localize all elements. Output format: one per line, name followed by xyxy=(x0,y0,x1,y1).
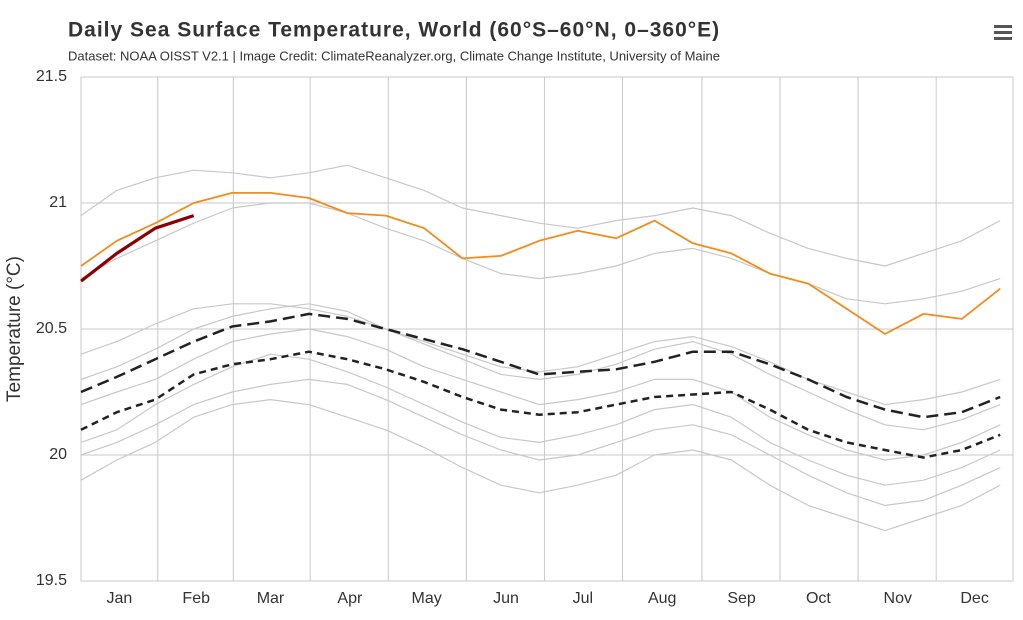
y-tick-label: 21 xyxy=(49,194,67,211)
series-line xyxy=(80,378,1001,506)
x-tick-label: Aug xyxy=(648,590,676,607)
series-line xyxy=(80,192,1001,335)
chart-subtitle: Dataset: NOAA OISST V2.1 | Image Credit:… xyxy=(68,48,720,63)
series-line xyxy=(80,399,1001,532)
x-tick-label: Oct xyxy=(806,590,831,607)
menu-bar[interactable] xyxy=(994,25,1012,28)
y-axis-label: Temperature (°C) xyxy=(4,256,25,402)
series-line xyxy=(80,353,1001,486)
series-line xyxy=(80,214,195,283)
series-line xyxy=(80,328,1001,461)
y-tick-label: 19.5 xyxy=(36,572,67,589)
series-line xyxy=(80,350,1001,459)
series-line xyxy=(80,303,1001,406)
x-tick-label: Dec xyxy=(960,590,988,607)
series-line xyxy=(80,202,1001,305)
x-tick-label: Nov xyxy=(884,590,912,607)
series-line xyxy=(80,303,1001,431)
x-tick-label: Jan xyxy=(107,590,133,607)
series-line xyxy=(80,164,1001,267)
x-tick-label: Feb xyxy=(182,590,210,607)
x-tick-label: Jun xyxy=(493,590,519,607)
x-tick-label: Sep xyxy=(727,590,756,607)
y-tick-label: 20.5 xyxy=(36,320,67,337)
chart-title: Daily Sea Surface Temperature, World (60… xyxy=(68,19,720,42)
series-line xyxy=(80,312,1001,419)
x-tick-label: Apr xyxy=(337,590,363,607)
plot-frame xyxy=(80,76,1014,582)
y-tick-label: 21.5 xyxy=(36,68,67,85)
x-tick-label: Mar xyxy=(257,590,285,607)
menu-icon[interactable] xyxy=(994,25,1012,40)
menu-bar[interactable] xyxy=(994,31,1012,34)
menu-bar[interactable] xyxy=(994,37,1012,40)
x-tick-label: May xyxy=(412,590,442,607)
x-tick-label: Jul xyxy=(573,590,593,607)
y-tick-label: 20 xyxy=(49,446,67,463)
